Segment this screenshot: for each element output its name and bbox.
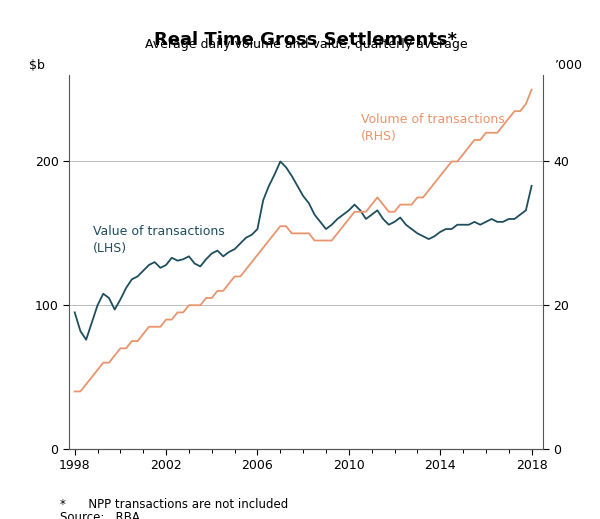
Text: $b: $b	[29, 59, 44, 72]
Text: Volume of transactions
(RHS): Volume of transactions (RHS)	[361, 113, 504, 143]
Text: Source:   RBA: Source: RBA	[60, 511, 140, 519]
Title: Real Time Gross Settlements*: Real Time Gross Settlements*	[155, 31, 458, 49]
Text: Value of transactions
(LHS): Value of transactions (LHS)	[93, 225, 224, 255]
Text: Average daily volume and value, quarterly average: Average daily volume and value, quarterl…	[145, 38, 467, 51]
Text: *      NPP transactions are not included: * NPP transactions are not included	[60, 498, 288, 511]
Text: ’000: ’000	[555, 59, 583, 72]
